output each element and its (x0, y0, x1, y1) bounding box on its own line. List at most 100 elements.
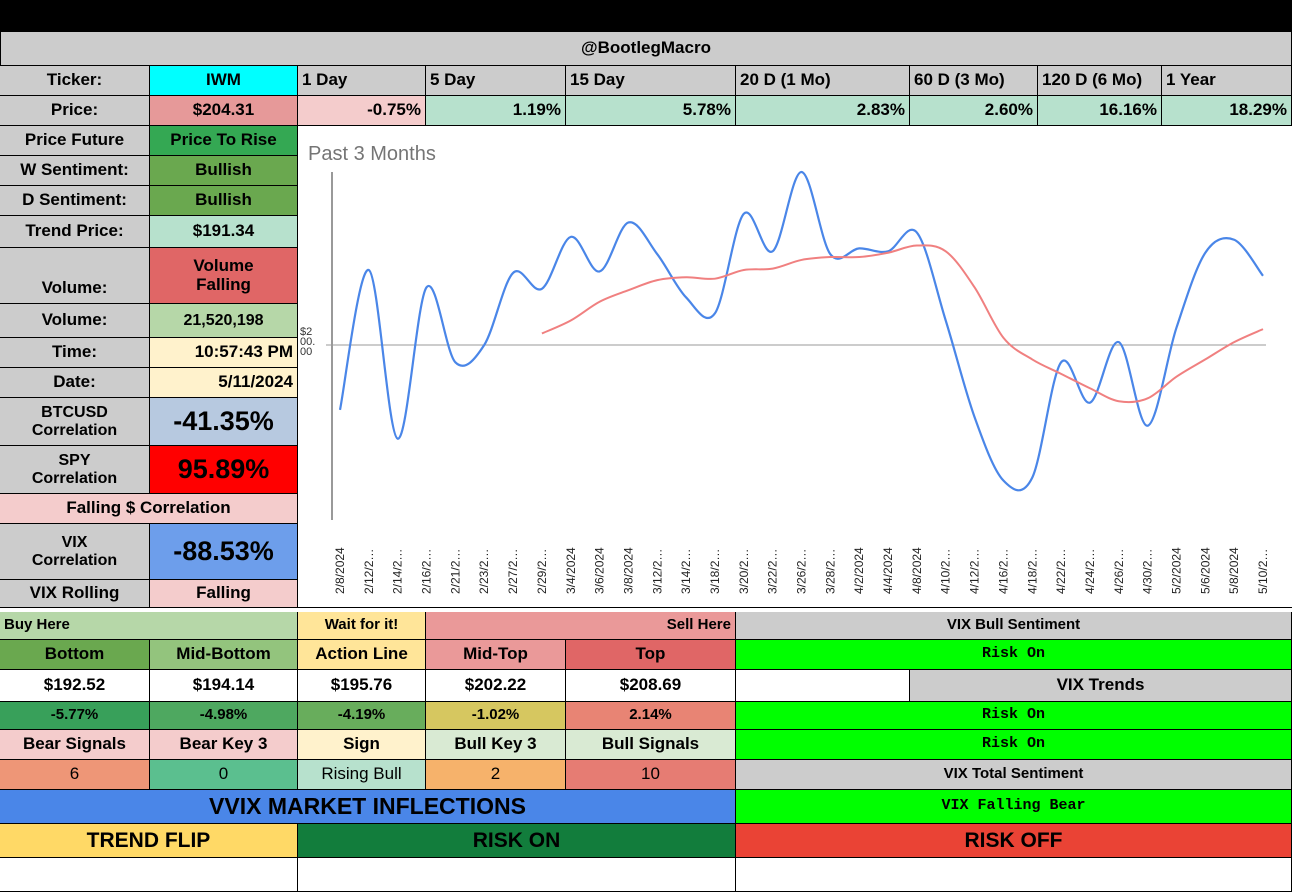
blank-cell-2 (298, 858, 736, 892)
level-pct-mid-top: -1.02% (426, 702, 566, 730)
chart-x-tick-label: 2/23/2… (477, 549, 491, 594)
w-sentiment-value: Bullish (150, 156, 298, 186)
chart-x-tick-label: 2/27/2… (506, 549, 520, 594)
chart-x-tick-label: 3/4/2024 (564, 547, 578, 594)
risk-off: RISK OFF (736, 824, 1292, 858)
trend-flip: TREND FLIP (0, 824, 298, 858)
signal-header-bull-signals: Bull Signals (566, 730, 736, 760)
vix-total-sentiment-label: VIX Total Sentiment (736, 760, 1292, 790)
chart-x-tick-label: 4/24/2… (1083, 549, 1097, 594)
level-pct-action-line: -4.19% (298, 702, 426, 730)
header-title: @BootlegMacro (0, 32, 1292, 66)
chart-x-tick-label: 4/10/2… (939, 549, 953, 594)
chart-x-tick-label: 2/12/2… (362, 549, 376, 594)
vix-rolling-value: Falling (150, 580, 298, 608)
d-sentiment-label: D Sentiment: (0, 186, 150, 216)
chart-title: Past 3 Months (308, 143, 436, 165)
time-value: 10:57:43 PM (150, 338, 298, 368)
btc-corr-value: -41.35% (150, 398, 298, 446)
chart-x-tick-label: 2/29/2… (535, 549, 549, 594)
period-1day: 1 Day (298, 66, 426, 96)
blank-cell-1 (0, 858, 298, 892)
ticker-value: IWM (150, 66, 298, 96)
vix-total-sentiment-value: VIX Falling Bear (736, 790, 1292, 824)
change-15day: 5.78% (566, 96, 736, 126)
d-sentiment-value: Bullish (150, 186, 298, 216)
w-sentiment-label: W Sentiment: (0, 156, 150, 186)
price-value: $204.31 (150, 96, 298, 126)
chart-x-tick-label: 3/22/2… (766, 549, 780, 594)
chart-x-tick-label: 3/18/2… (708, 549, 722, 594)
level-pct-top: 2.14% (566, 702, 736, 730)
chart-reference-label: 00. (300, 336, 315, 348)
level-header-top: Top (566, 640, 736, 670)
chart-x-tick-label: 4/26/2… (1112, 549, 1126, 594)
falling-corr-label: Falling $ Correlation (0, 494, 298, 524)
price-chart-svg: Past 3 Months $200.00 2/8/2024 2/12/2… 2/14/… (300, 143, 1270, 594)
level-price-bottom: $192.52 (0, 670, 150, 702)
chart-reference-label: $2 (300, 326, 312, 338)
vix-trend-value-1: Risk On (736, 702, 1292, 730)
signal-header-sign: Sign (298, 730, 426, 760)
chart-x-tick-label: 3/28/2… (823, 549, 837, 594)
period-60d: 60 D (3 Mo) (910, 66, 1038, 96)
signal-value-sign: Rising Bull (298, 760, 426, 790)
change-20d: 2.83% (736, 96, 910, 126)
price-future-label: Price Future (0, 126, 150, 156)
change-120d: 16.16% (1038, 96, 1162, 126)
chart-x-tick-label: 3/12/2… (650, 549, 664, 594)
signal-value-bull-signals: 10 (566, 760, 736, 790)
chart-x-tick-label: 3/14/2… (679, 549, 693, 594)
vvix-inflections: VVIX MARKET INFLECTIONS (0, 790, 736, 824)
price-label: Price: (0, 96, 150, 126)
level-price-action-line: $195.76 (298, 670, 426, 702)
btc-corr-label: BTCUSD Correlation (0, 398, 150, 446)
volume-trend-label: Volume: (0, 248, 150, 304)
level-header-bottom: Bottom (0, 640, 150, 670)
level-pct-mid-bottom: -4.98% (150, 702, 298, 730)
spy-corr-label: SPY Correlation (0, 446, 150, 494)
chart-x-tick-label: 2/14/2… (391, 549, 405, 594)
risk-on: RISK ON (298, 824, 736, 858)
trend-price-label: Trend Price: (0, 216, 150, 248)
chart-x-tick-label: 3/26/2… (795, 549, 809, 594)
chart-x-tick-label: 5/8/2024 (1227, 547, 1241, 594)
vix-rolling-label: VIX Rolling (0, 580, 150, 608)
period-1year: 1 Year (1162, 66, 1292, 96)
vix-corr-label: VIX Correlation (0, 524, 150, 580)
wait-label: Wait for it! (298, 612, 426, 640)
volume-value: 21,520,198 (150, 304, 298, 338)
price-future-value: Price To Rise (150, 126, 298, 156)
ticker-label: Ticker: (0, 66, 150, 96)
chart-x-tick-label: 4/30/2… (1141, 549, 1155, 594)
period-5day: 5 Day (426, 66, 566, 96)
period-20d: 20 D (1 Mo) (736, 66, 910, 96)
volume-label: Volume: (0, 304, 150, 338)
signal-value-bull-key: 2 (426, 760, 566, 790)
chart-x-tick-label: 2/21/2… (448, 549, 462, 594)
chart-x-tick-label: 4/8/2024 (910, 547, 924, 594)
chart-x-tick-label: 4/18/2… (1025, 549, 1039, 594)
chart-x-tick-label: 5/2/2024 (1169, 547, 1183, 594)
vix-trend-value-2: Risk On (736, 730, 1292, 760)
chart-x-tick-label: 2/8/2024 (333, 547, 347, 594)
spy-corr-value: 95.89% (150, 446, 298, 494)
vix-trends-label: VIX Trends (910, 670, 1292, 702)
level-header-mid-top: Mid-Top (426, 640, 566, 670)
change-60d: 2.60% (910, 96, 1038, 126)
signal-header-bear-key: Bear Key 3 (150, 730, 298, 760)
chart-x-tick-label: 3/8/2024 (621, 547, 635, 594)
chart-x-tick-label: 4/16/2… (996, 549, 1010, 594)
chart-x-tick-label: 3/6/2024 (593, 547, 607, 594)
date-value: 5/11/2024 (150, 368, 298, 398)
signal-header-bear-signals: Bear Signals (0, 730, 150, 760)
change-5day: 1.19% (426, 96, 566, 126)
chart-x-tick-label: 4/4/2024 (881, 547, 895, 594)
period-120d: 120 D (6 Mo) (1038, 66, 1162, 96)
buy-here-label: Buy Here (0, 612, 298, 640)
level-price-mid-top: $202.22 (426, 670, 566, 702)
top-bar (0, 0, 1292, 32)
sell-here-label: Sell Here (426, 612, 736, 640)
volume-trend-value: Volume Falling (150, 248, 298, 304)
change-1year: 18.29% (1162, 96, 1292, 126)
